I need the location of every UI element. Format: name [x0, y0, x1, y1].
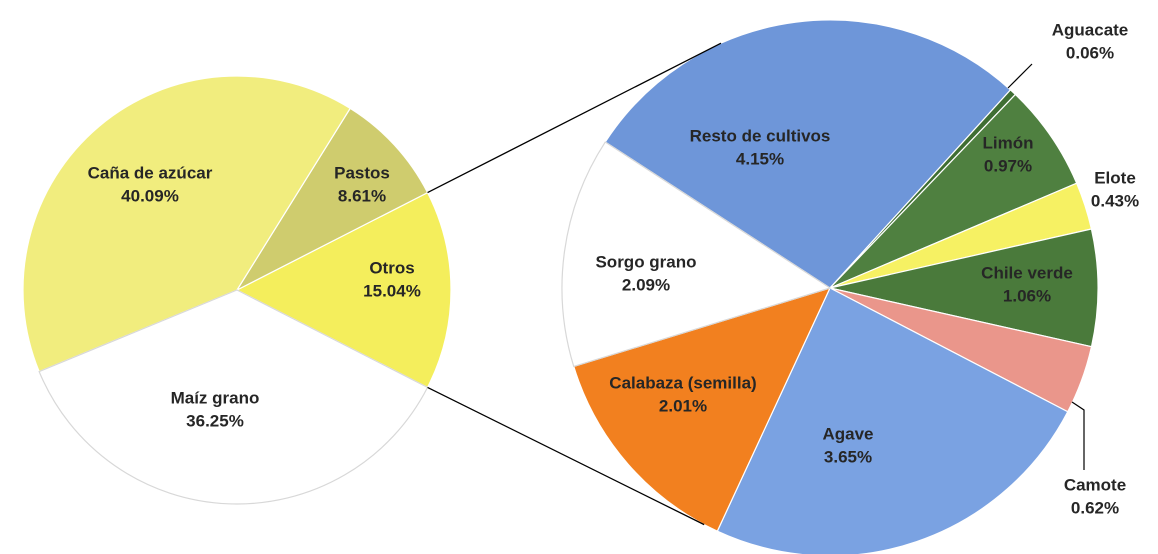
connector-line — [427, 386, 705, 526]
slice-value-label: 0.06% — [1066, 43, 1114, 62]
slice-value-label: 0.43% — [1091, 191, 1139, 210]
slice-label: Resto de cultivos — [690, 126, 831, 145]
leader-line — [1071, 401, 1085, 470]
slice-value-label: 3.65% — [824, 447, 872, 466]
slice-label: Limón — [983, 133, 1034, 152]
pie-slice — [561, 141, 832, 368]
slice-value-label: 1.06% — [1003, 286, 1051, 305]
slice-value-label: 15.04% — [363, 281, 421, 300]
slice-label: Otros — [369, 258, 414, 277]
slice-label: Caña de azúcar — [88, 163, 213, 182]
slice-value-label: 2.09% — [622, 275, 670, 294]
slice-label: Chile verde — [981, 263, 1073, 282]
slice-value-label: 4.15% — [736, 149, 784, 168]
slice-value-label: 0.97% — [984, 156, 1032, 175]
slice-label: Agave — [822, 424, 873, 443]
connector-line — [427, 42, 722, 194]
pie-slice — [829, 228, 1099, 348]
slice-label: Maíz grano — [171, 388, 260, 407]
slice-value-label: 8.61% — [338, 186, 386, 205]
pie-slice — [235, 107, 429, 292]
slice-value-label: 40.09% — [121, 186, 179, 205]
slice-value-label: 0.62% — [1071, 498, 1119, 517]
leader-line — [1007, 63, 1033, 89]
pie-slice — [604, 19, 1012, 289]
slice-label: Pastos — [334, 163, 390, 182]
pie-slice — [38, 289, 429, 505]
pie-slice — [235, 191, 452, 389]
pie-slice — [716, 287, 1069, 554]
slice-label: Sorgo grano — [595, 252, 696, 271]
slice-label: Calabaza (semilla) — [609, 373, 756, 392]
slice-value-label: 36.25% — [186, 411, 244, 430]
slice-label: Elote — [1094, 168, 1136, 187]
pie-slice — [22, 75, 351, 373]
slice-label: Camote — [1064, 475, 1126, 494]
slice-value-label: 2.01% — [659, 396, 707, 415]
slice-label: Aguacate — [1052, 20, 1129, 39]
